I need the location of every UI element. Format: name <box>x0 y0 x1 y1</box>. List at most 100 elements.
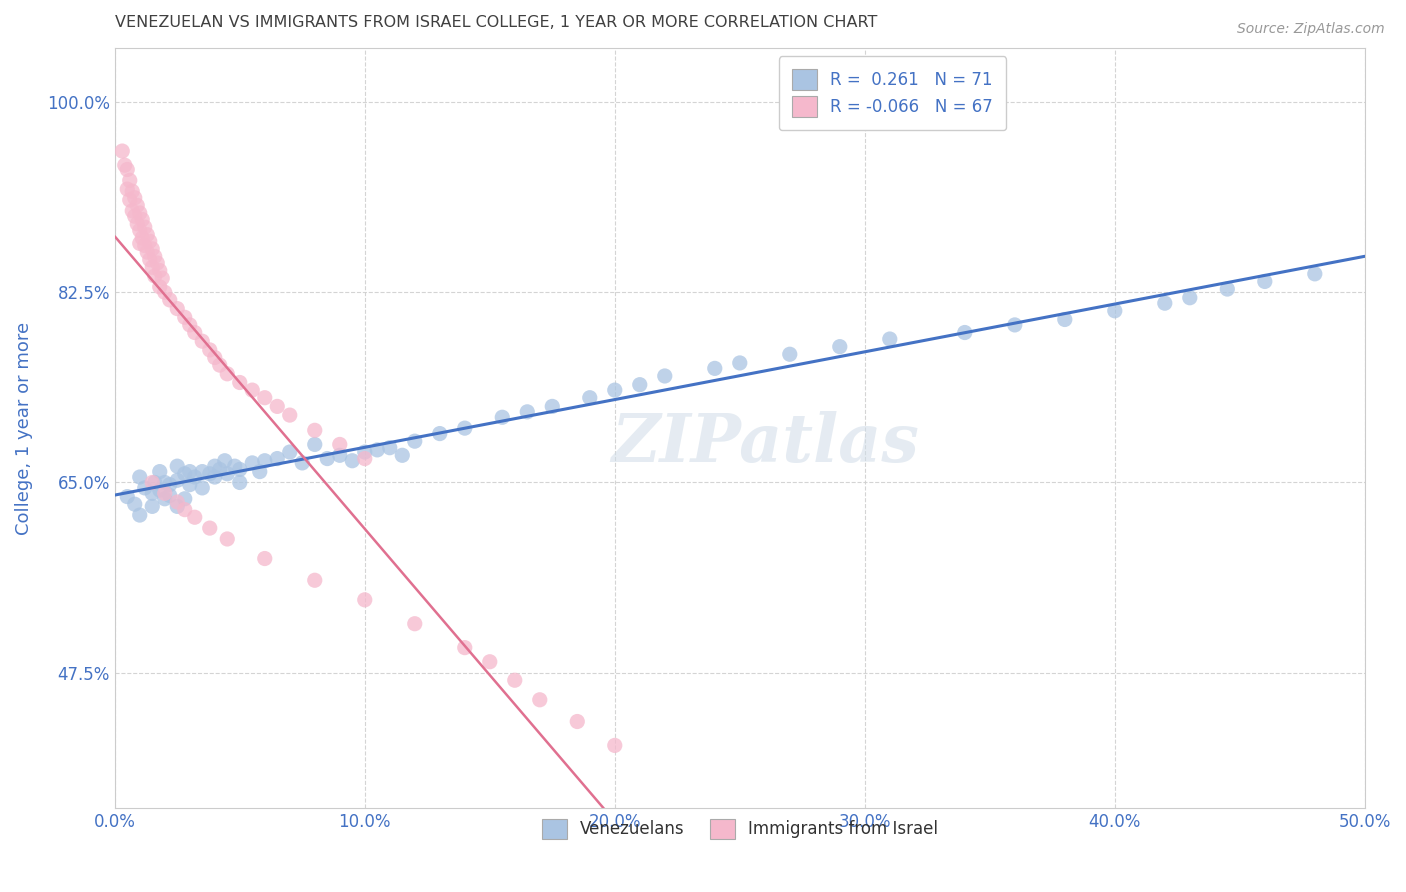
Point <box>198 521 221 535</box>
Point <box>153 491 176 506</box>
Point <box>111 144 134 158</box>
Point <box>184 510 207 524</box>
Text: Source: ZipAtlas.com: Source: ZipAtlas.com <box>1237 22 1385 37</box>
Point <box>117 162 139 177</box>
Point <box>166 459 188 474</box>
Point <box>1004 318 1026 332</box>
Point <box>204 351 226 365</box>
Point <box>278 408 301 422</box>
Point <box>118 193 141 207</box>
Point <box>628 377 651 392</box>
Point <box>141 242 163 256</box>
Point <box>141 500 163 514</box>
Point <box>191 334 214 349</box>
Point <box>127 198 149 212</box>
Point <box>266 451 288 466</box>
Point <box>127 217 149 231</box>
Point <box>141 260 163 275</box>
Point <box>1216 282 1239 296</box>
Point <box>353 592 375 607</box>
Point <box>150 271 173 285</box>
Point <box>173 491 195 506</box>
Point <box>229 462 252 476</box>
Point <box>139 252 162 267</box>
Point <box>603 739 626 753</box>
Point <box>184 470 207 484</box>
Point <box>124 209 146 223</box>
Point <box>249 465 271 479</box>
Point <box>404 616 426 631</box>
Point <box>128 223 150 237</box>
Y-axis label: College, 1 year or more: College, 1 year or more <box>15 322 32 534</box>
Point <box>229 475 252 490</box>
Point <box>224 459 246 474</box>
Point <box>304 437 326 451</box>
Point <box>128 470 150 484</box>
Point <box>253 454 276 468</box>
Point <box>191 481 214 495</box>
Point <box>304 423 326 437</box>
Point <box>454 640 477 655</box>
Point <box>654 369 676 384</box>
Point <box>404 434 426 449</box>
Point <box>378 441 401 455</box>
Point <box>703 361 725 376</box>
Point <box>240 456 263 470</box>
Point <box>179 465 201 479</box>
Point <box>240 383 263 397</box>
Point <box>208 462 231 476</box>
Point <box>316 451 339 466</box>
Point <box>779 347 801 361</box>
Point <box>128 236 150 251</box>
Point <box>198 467 221 481</box>
Point <box>1104 303 1126 318</box>
Point <box>149 280 172 294</box>
Point <box>124 497 146 511</box>
Point <box>191 465 214 479</box>
Point <box>491 410 513 425</box>
Point <box>204 459 226 474</box>
Point <box>198 343 221 357</box>
Point <box>214 454 236 468</box>
Point <box>173 467 195 481</box>
Point <box>1178 291 1201 305</box>
Point <box>342 454 364 468</box>
Point <box>117 490 139 504</box>
Point <box>114 158 136 172</box>
Point <box>828 340 851 354</box>
Point <box>217 367 239 381</box>
Point <box>953 326 976 340</box>
Point <box>134 220 156 235</box>
Point <box>141 475 163 490</box>
Point <box>166 473 188 487</box>
Point <box>529 693 551 707</box>
Point <box>391 448 413 462</box>
Point <box>143 268 166 283</box>
Point <box>516 405 538 419</box>
Point <box>728 356 751 370</box>
Point <box>118 173 141 187</box>
Point <box>217 532 239 546</box>
Point <box>1254 275 1277 289</box>
Point <box>149 483 172 497</box>
Point <box>879 332 901 346</box>
Point <box>329 448 352 462</box>
Point <box>153 486 176 500</box>
Point <box>166 495 188 509</box>
Point <box>173 310 195 325</box>
Point <box>429 426 451 441</box>
Point <box>149 263 172 277</box>
Point <box>253 551 276 566</box>
Point <box>366 442 388 457</box>
Point <box>1303 267 1326 281</box>
Point <box>173 502 195 516</box>
Point <box>603 383 626 397</box>
Point <box>141 486 163 500</box>
Point <box>204 470 226 484</box>
Point <box>503 673 526 688</box>
Point <box>1053 312 1076 326</box>
Point <box>304 574 326 588</box>
Legend: Venezuelans, Immigrants from Israel: Venezuelans, Immigrants from Israel <box>534 812 945 846</box>
Point <box>121 184 143 198</box>
Point <box>578 391 600 405</box>
